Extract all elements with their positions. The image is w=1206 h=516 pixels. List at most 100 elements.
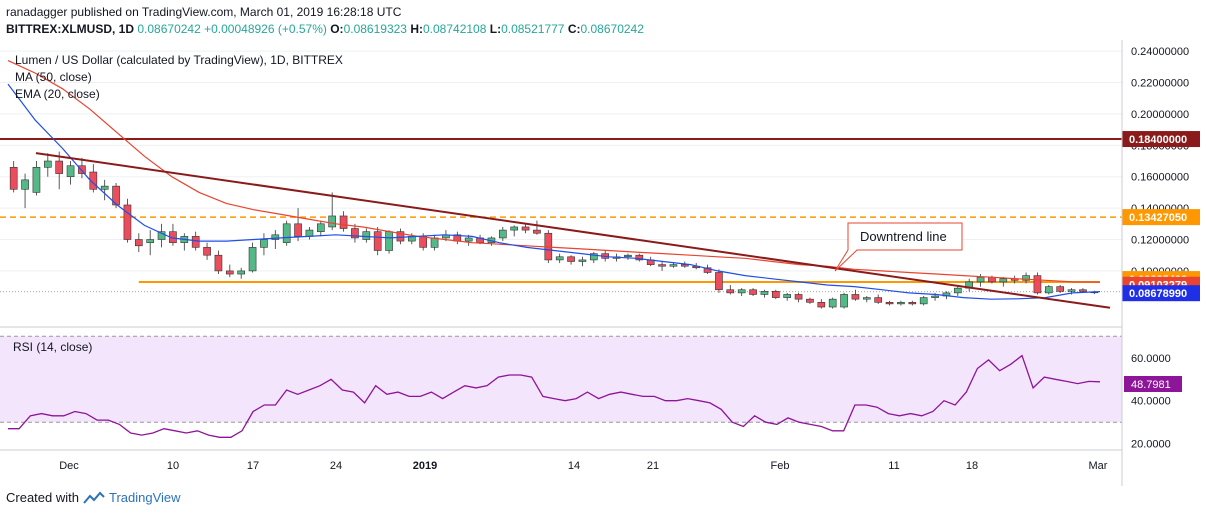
resistance-price-tag-bg — [1122, 131, 1200, 148]
mid-level-price-tag-bg — [1122, 209, 1200, 226]
rsi-title: RSI (14, close) — [13, 340, 92, 354]
candle-down — [203, 247, 211, 256]
callout-text: Downtrend line — [860, 229, 947, 244]
ema20-price-tag-bg — [1122, 285, 1200, 302]
candle-down — [635, 254, 644, 261]
candle-up — [783, 294, 792, 298]
candle-down — [123, 204, 132, 240]
candle-down — [851, 294, 860, 300]
candle-up — [976, 276, 985, 283]
candle-up — [510, 226, 519, 231]
candle-down — [112, 185, 120, 206]
rsi-tick-label: 40.0000 — [1131, 396, 1171, 408]
downtrend-line — [35, 152, 1111, 309]
price-tick-label: 0.12000000 — [1131, 235, 1189, 247]
time-tick-label: 11 — [888, 460, 899, 472]
candle-up — [953, 287, 962, 294]
price-tick-label: 0.22000000 — [1131, 78, 1189, 90]
time-tick-label: 18 — [966, 460, 978, 472]
candle-down — [658, 264, 666, 267]
close-value: 0.08670242 — [580, 22, 644, 36]
candle-up — [897, 302, 905, 305]
candle-up — [578, 259, 587, 262]
candle-down — [339, 215, 348, 229]
candle-up — [669, 264, 678, 267]
candle-up — [430, 237, 439, 248]
callout-bubble — [834, 222, 963, 272]
open-value: 0.08619323 — [343, 22, 407, 36]
candle-down — [214, 254, 223, 272]
candle-up — [1022, 275, 1030, 281]
candle-up — [260, 239, 268, 248]
candle-up — [271, 234, 280, 240]
candle-down — [351, 228, 359, 239]
footer: Created with TradingView — [6, 490, 181, 505]
candle-down — [908, 302, 917, 305]
candle-up — [464, 237, 473, 242]
candle-down — [55, 160, 64, 174]
last-price: 0.08670242 — [137, 22, 201, 36]
candle-up — [248, 247, 257, 272]
rsi-tick-label: 20.0000 — [1131, 439, 1171, 451]
candle-down — [419, 236, 428, 248]
candle-down — [567, 256, 575, 262]
candle-up — [931, 295, 939, 298]
created-with-label: Created with — [6, 490, 79, 505]
candle-up — [919, 297, 928, 305]
ma50-line — [7, 60, 1101, 283]
candle-up — [498, 229, 507, 239]
rsi-value-tag — [1124, 376, 1182, 392]
candle-up — [1044, 286, 1053, 294]
candle-up — [737, 289, 746, 294]
price-tick-label: 0.24000000 — [1131, 46, 1189, 58]
candle-down — [134, 239, 143, 247]
candle-down — [225, 270, 234, 275]
moving-averages — [7, 60, 1101, 300]
price-tags: 0.184000000.134270500.092854980.09103279… — [1122, 131, 1200, 302]
candle-up — [760, 291, 769, 295]
high-value: 0.08742108 — [422, 22, 487, 36]
rsi-value: 48.7981 — [1131, 379, 1171, 391]
price-tick-label: 0.20000000 — [1131, 109, 1189, 121]
chart-title: Lumen / US Dollar (calculated by Trading… — [15, 53, 343, 67]
time-axis[interactable]: Dec 10 17 24 2019 14 21 Feb 11 18 Mar — [59, 460, 1108, 472]
candle-up — [840, 294, 848, 308]
ma-legend: MA (50, close) — [15, 70, 92, 84]
time-tick-label: 24 — [330, 460, 342, 472]
candle-up — [43, 160, 52, 168]
candle-down — [806, 298, 814, 303]
chart-area[interactable]: Lumen / US Dollar (calculated by Trading… — [0, 40, 1206, 486]
candle-up — [237, 270, 246, 275]
time-tick-label: Feb — [771, 460, 790, 472]
time-tick-label: 14 — [568, 460, 580, 472]
candle-up — [1067, 289, 1076, 292]
candle-down — [9, 167, 18, 190]
open-label: O: — [330, 22, 344, 36]
tradingview-brand[interactable]: TradingView — [108, 490, 181, 505]
candle-down — [533, 229, 541, 234]
ohlc-line: BITTREX:XLMUSD, 1D 0.08670242 +0.0004892… — [6, 22, 644, 36]
rsi-pane: RSI (14, close) 60.0000 40.0000 20.0000 48… — [0, 335, 1182, 451]
candle-up — [828, 298, 837, 308]
candle-down — [874, 297, 883, 303]
price-levels — [0, 138, 1122, 293]
candle-up — [157, 231, 166, 240]
trend-lines — [35, 152, 1111, 309]
candle-down — [373, 231, 382, 251]
candle-down — [771, 291, 780, 298]
time-tick-label: Mar — [1089, 460, 1108, 472]
rsi-line — [8, 354, 1101, 438]
price-change: +0.00048926 (+0.57%) — [204, 22, 327, 36]
candle-up — [624, 254, 632, 258]
low-value: 0.08521777 — [501, 22, 565, 36]
candle-up — [21, 179, 29, 190]
candle-up — [146, 239, 155, 243]
close-label: C: — [567, 22, 581, 36]
candle-down — [78, 165, 86, 174]
candle-up — [999, 278, 1008, 283]
time-tick-label: 10 — [167, 460, 179, 472]
candle-up — [555, 256, 564, 261]
candle-up — [862, 297, 871, 300]
candle-down — [715, 272, 723, 291]
candle-up — [385, 231, 393, 251]
